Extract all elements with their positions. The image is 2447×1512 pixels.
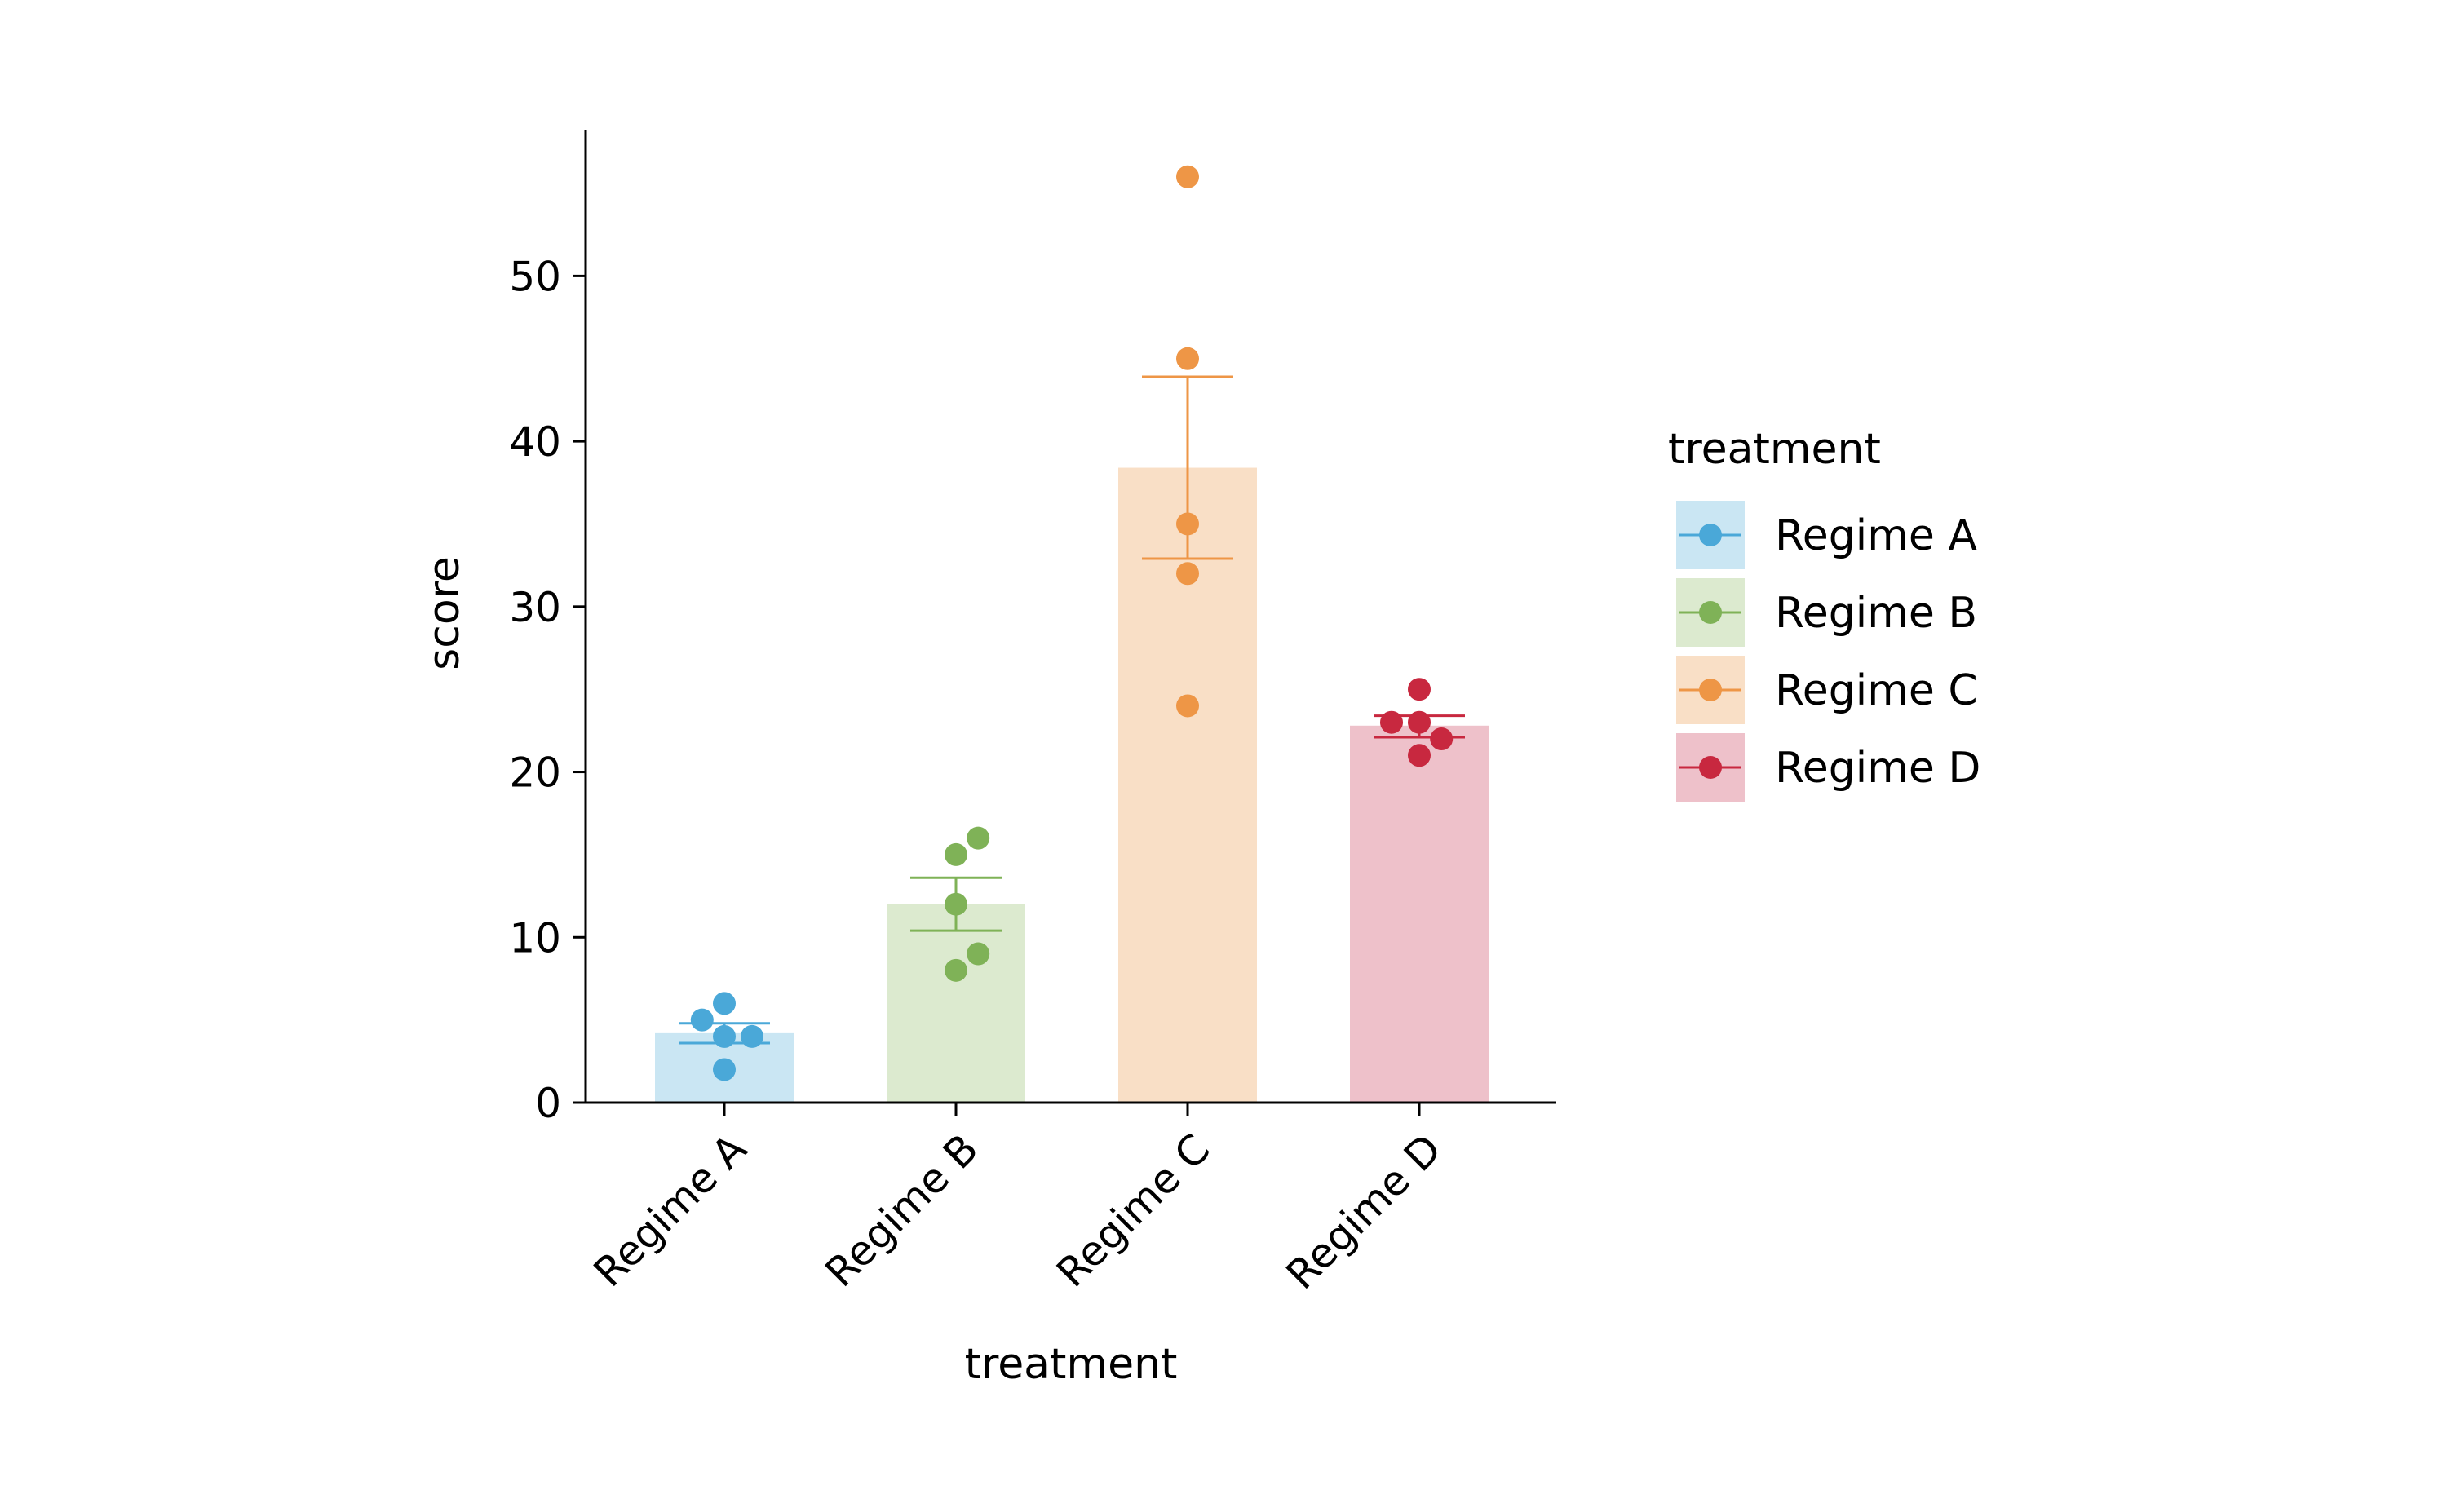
y-axis-title: score [420,556,469,670]
data-point [967,942,990,966]
legend-title: treatment [1668,425,1881,474]
data-point [945,958,967,982]
x-tick-label: Regime D [1277,1125,1451,1298]
legend-item: Regime A [1676,501,1977,569]
data-point [1176,512,1199,536]
data-points-layer [690,165,1454,1081]
x-axis-title: treatment [965,1340,1178,1389]
legend-item: Regime C [1676,656,1978,724]
data-point [713,1024,736,1048]
error-bars-layer [679,375,1465,1045]
legend-marker [1699,679,1722,701]
legend-item: Regime B [1676,578,1977,647]
data-point [967,826,990,850]
data-point [945,842,967,866]
data-point [1176,347,1199,370]
data-point [1176,694,1199,718]
bar [887,904,1025,1103]
data-point [1408,710,1431,734]
data-point [1380,710,1403,734]
bars-layer [655,467,1489,1103]
x-tick-label: Regime C [1047,1125,1219,1296]
legend-item: Regime D [1676,733,1980,802]
legend-label: Regime B [1775,589,1977,638]
data-point [1408,744,1431,767]
data-point [1176,165,1199,188]
legend-label: Regime D [1775,744,1980,793]
x-tick-label: Regime B [816,1125,988,1296]
legend-marker [1699,524,1722,546]
data-point [690,1008,714,1032]
y-tick-label: 30 [509,584,561,631]
data-point [1430,727,1454,751]
y-tick-label: 20 [509,749,561,797]
bar [1350,725,1489,1103]
data-point [741,1024,763,1048]
data-point [713,992,736,1015]
legend-label: Regime C [1775,666,1978,715]
data-point [713,1058,736,1081]
data-point [1176,562,1199,586]
y-tick-label: 0 [535,1080,561,1127]
legend-label: Regime A [1775,511,1977,560]
data-point [1408,678,1431,701]
y-tick-label: 50 [509,253,561,300]
y-tick-label: 40 [509,418,561,466]
y-tick-label: 10 [509,914,561,962]
x-tick-label: Regime A [585,1125,756,1296]
legend-marker [1699,756,1722,779]
legend-marker [1699,601,1722,624]
legend-items: Regime A Regime B Regime C Regime D [1676,501,1980,802]
data-point [945,892,967,916]
